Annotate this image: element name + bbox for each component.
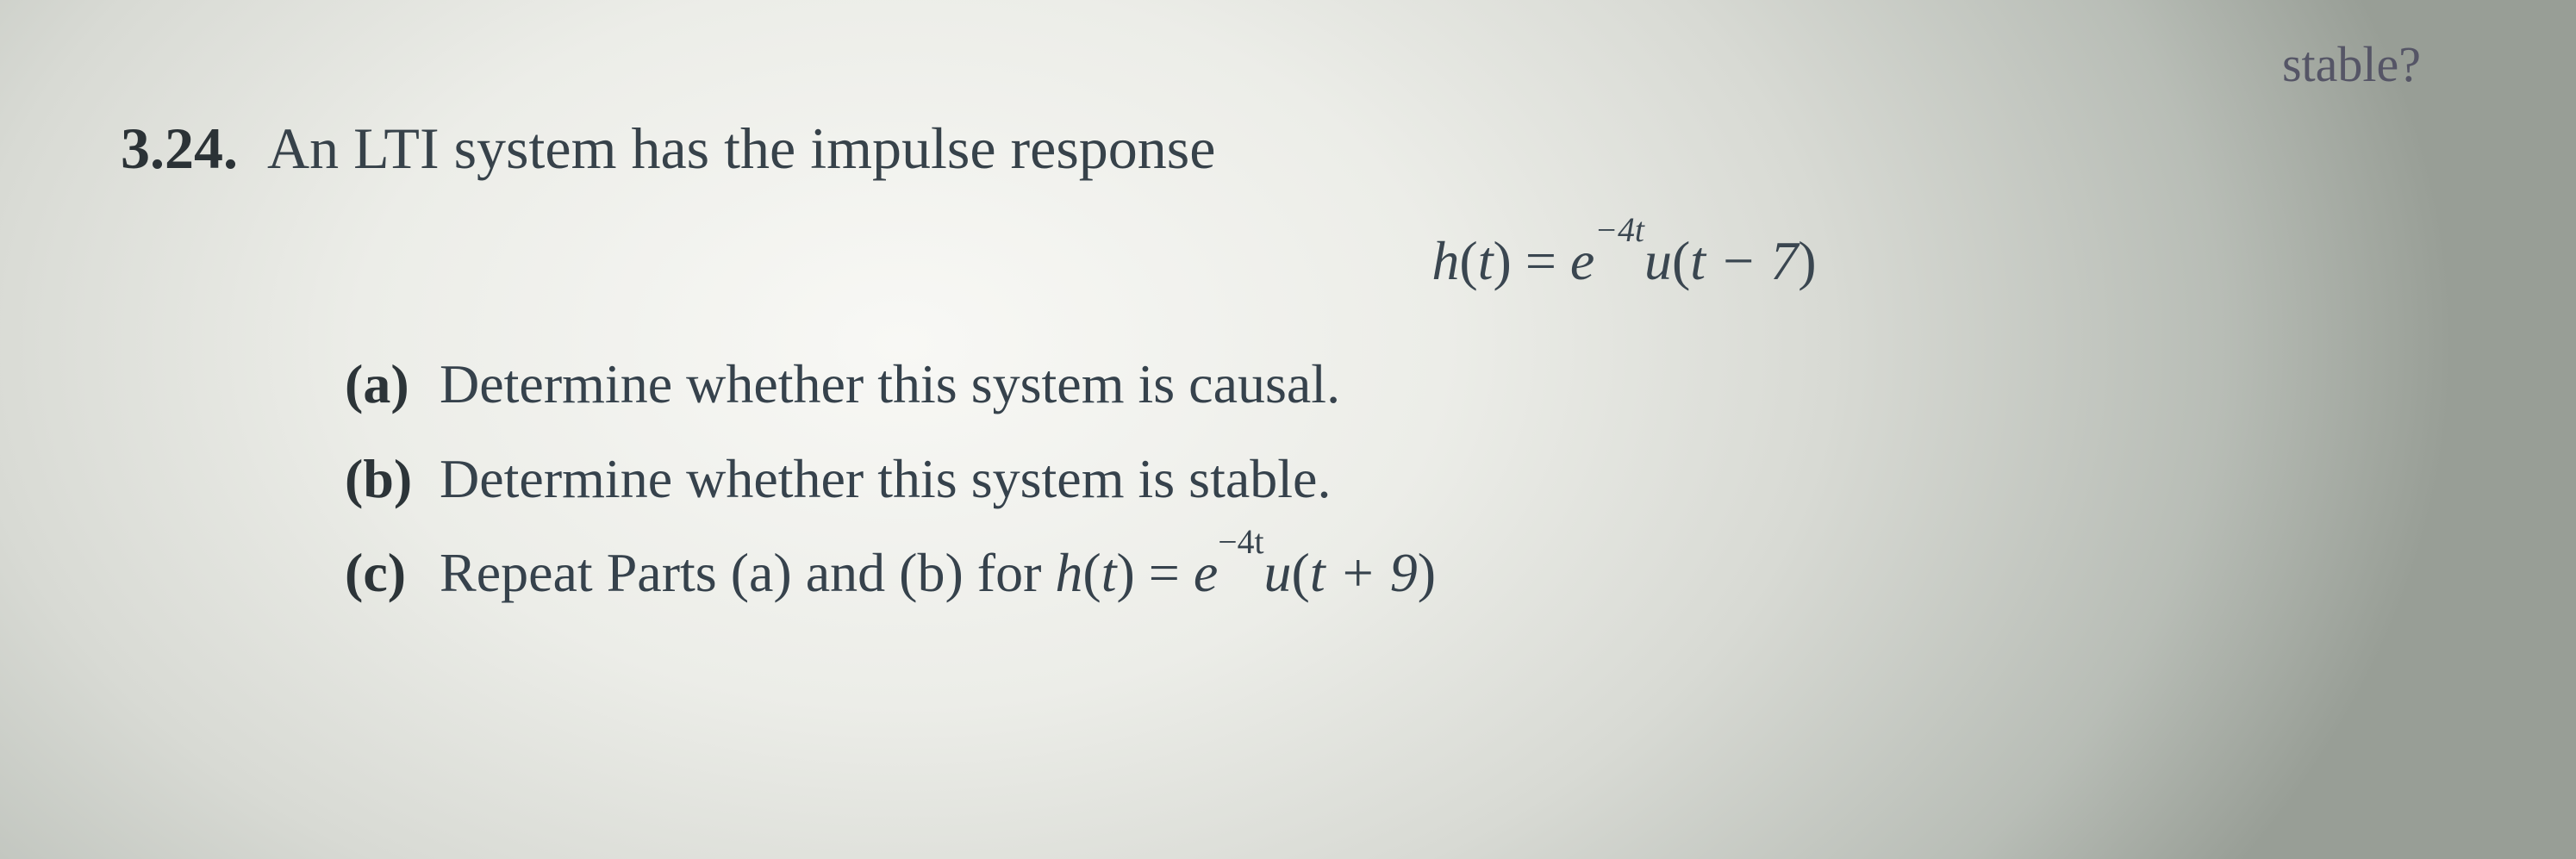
parts-list: (a) Determine whether this system is cau… (121, 341, 2473, 615)
part-a-label: (a) (345, 341, 440, 426)
part-b: (b) Determine whether this system is sta… (345, 436, 2473, 521)
eq-lhs-var: t (1478, 230, 1494, 291)
problem-intro-text: An LTI system has the impulse response (267, 103, 1215, 194)
part-c-u-arg: t + 9 (1310, 542, 1418, 603)
part-b-text: Determine whether this system is stable. (440, 436, 1331, 521)
page-container: stable? 3.24. An LTI system has the impu… (0, 0, 2576, 615)
part-b-label: (b) (345, 436, 440, 521)
eq-exp-base: e (1570, 230, 1594, 291)
part-c-u-func: u (1264, 542, 1292, 603)
part-c-lhs-var: t (1101, 542, 1117, 603)
part-c: (c) Repeat Parts (a) and (b) for h(t) = … (345, 530, 2473, 615)
problem-number: 3.24. (121, 103, 267, 194)
eq-exp-sup: −4t (1594, 211, 1644, 249)
eq-u-func: u (1644, 230, 1672, 291)
part-c-label: (c) (345, 530, 440, 615)
part-c-exp-sup: −4t (1218, 523, 1263, 561)
part-a-text: Determine whether this system is causal. (440, 341, 1340, 426)
problem-heading-line: 3.24. An LTI system has the impulse resp… (121, 103, 2473, 194)
part-c-text: Repeat Parts (a) and (b) for h(t) = e−4t… (440, 530, 1436, 615)
eq-lhs-func: h (1431, 230, 1459, 291)
part-c-exp-base: e (1194, 542, 1218, 603)
eq-equals: = (1512, 230, 1570, 291)
part-c-lhs-func: h (1055, 542, 1082, 603)
part-a: (a) Determine whether this system is cau… (345, 341, 2473, 426)
impulse-response-equation: h(t) = e−4tu(t − 7) (121, 218, 2473, 303)
part-c-prefix: Repeat Parts (a) and (b) for (440, 542, 1055, 603)
prev-page-fragment: stable? (121, 26, 2473, 103)
part-c-equals: = (1135, 542, 1194, 603)
eq-u-arg: t − 7 (1690, 230, 1798, 291)
